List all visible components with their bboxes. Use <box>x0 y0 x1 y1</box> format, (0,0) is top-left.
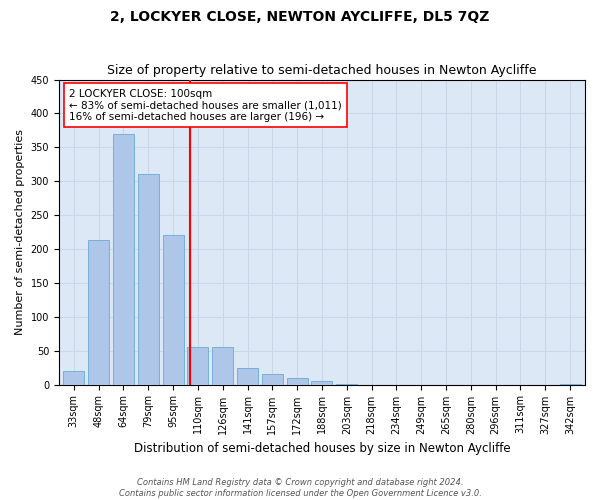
Y-axis label: Number of semi-detached properties: Number of semi-detached properties <box>15 129 25 335</box>
Bar <box>262 374 283 384</box>
Text: Contains HM Land Registry data © Crown copyright and database right 2024.
Contai: Contains HM Land Registry data © Crown c… <box>119 478 481 498</box>
Text: 2 LOCKYER CLOSE: 100sqm
← 83% of semi-detached houses are smaller (1,011)
16% of: 2 LOCKYER CLOSE: 100sqm ← 83% of semi-de… <box>70 88 342 122</box>
Bar <box>187 348 208 385</box>
Bar <box>63 371 85 384</box>
Bar <box>88 240 109 384</box>
Bar <box>113 134 134 384</box>
Bar <box>237 368 258 384</box>
Bar <box>287 378 308 384</box>
Bar <box>311 381 332 384</box>
Bar <box>212 348 233 385</box>
Text: 2, LOCKYER CLOSE, NEWTON AYCLIFFE, DL5 7QZ: 2, LOCKYER CLOSE, NEWTON AYCLIFFE, DL5 7… <box>110 10 490 24</box>
Bar <box>163 236 184 384</box>
Title: Size of property relative to semi-detached houses in Newton Aycliffe: Size of property relative to semi-detach… <box>107 64 537 77</box>
Bar <box>137 174 159 384</box>
X-axis label: Distribution of semi-detached houses by size in Newton Aycliffe: Distribution of semi-detached houses by … <box>134 442 510 455</box>
